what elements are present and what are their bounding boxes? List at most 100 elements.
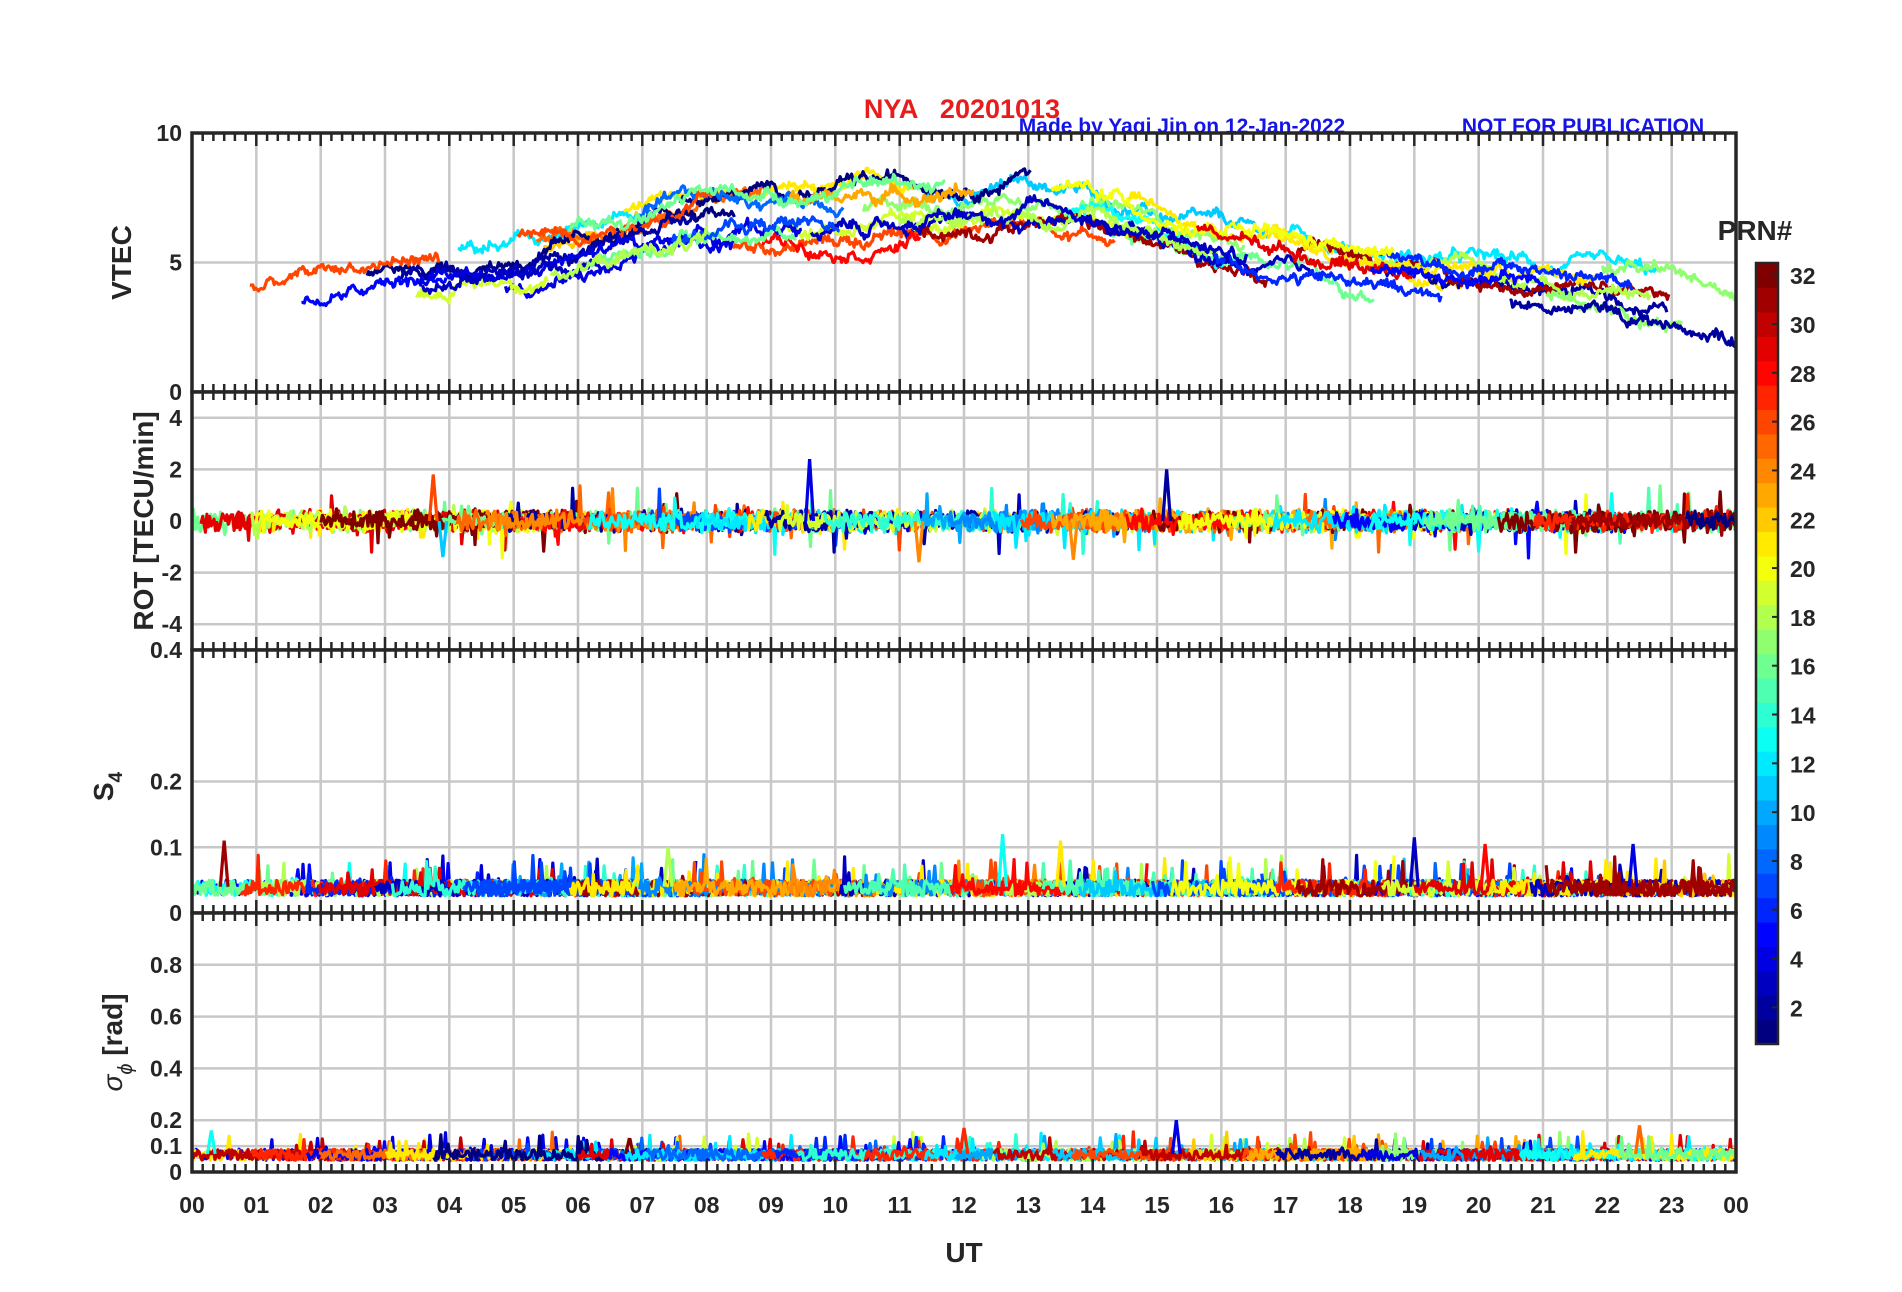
- series-line: [1582, 865, 1736, 898]
- series-line: [301, 274, 448, 308]
- y-tick-label: 0.6: [150, 1004, 182, 1030]
- x-tick-label: 00: [179, 1192, 205, 1218]
- x-tick-label: 21: [1530, 1192, 1556, 1218]
- series-line: [549, 226, 708, 281]
- colorbar-swatch: [1756, 897, 1778, 923]
- series-line: [1379, 248, 1634, 291]
- y-tick-label: 0.2: [150, 1107, 182, 1133]
- spike-mark: [437, 520, 449, 558]
- x-tick-label: 00: [1723, 1192, 1749, 1218]
- colorbar-tick-label: 14: [1790, 703, 1816, 729]
- colorbar-tick-label: 8: [1790, 849, 1803, 875]
- colorbar-swatch: [1756, 531, 1778, 557]
- y-axis-label: σϕ [rad]: [97, 993, 137, 1091]
- colorbar-swatch: [1756, 287, 1778, 313]
- y-tick-label: 0.1: [150, 1133, 182, 1159]
- x-tick-label: 06: [565, 1192, 591, 1218]
- x-tick-label: 20: [1466, 1192, 1492, 1218]
- series-line: [249, 251, 441, 293]
- x-tick-label: 23: [1659, 1192, 1685, 1218]
- x-tick-label: 19: [1402, 1192, 1428, 1218]
- x-tick-label: 22: [1595, 1192, 1621, 1218]
- colorbar-tick-label: 32: [1790, 263, 1816, 289]
- y-tick-label: 2: [169, 456, 182, 482]
- colorbar-swatch: [1756, 702, 1778, 728]
- y-tick-label: 0: [169, 379, 182, 405]
- colorbar-tick-label: 4: [1790, 947, 1803, 973]
- traces-vtec: [249, 166, 1736, 349]
- series-line: [414, 275, 549, 305]
- colorbar-swatch: [1756, 1019, 1778, 1045]
- colorbar-tick-label: 16: [1790, 654, 1816, 680]
- colorbar-swatch: [1756, 555, 1778, 581]
- series-line: [399, 212, 697, 285]
- colorbar-swatch: [1756, 921, 1778, 947]
- spike-mark: [1627, 843, 1639, 887]
- x-tick-label: 16: [1209, 1192, 1235, 1218]
- colorbar-tick-label: 10: [1790, 800, 1816, 826]
- x-tick-label: 14: [1080, 1192, 1106, 1218]
- spike-mark: [1161, 469, 1173, 522]
- panel-vtec: 0 5 10 VTEC: [106, 120, 1738, 405]
- colorbar-swatch: [1756, 263, 1778, 289]
- y-tick-label: 0: [169, 1159, 182, 1185]
- y-tick-label: 4: [169, 405, 182, 431]
- colorbar-swatch: [1756, 385, 1778, 411]
- y-axis-label: VTEC: [106, 225, 137, 300]
- colorbar-swatch: [1756, 336, 1778, 362]
- y-axis-label: S4: [88, 771, 127, 801]
- y-tick-label: 5: [169, 250, 182, 276]
- x-tick-label: 08: [694, 1192, 720, 1218]
- colorbar-swatch: [1756, 751, 1778, 777]
- x-tick-label: 17: [1273, 1192, 1299, 1218]
- series-line: [1369, 263, 1545, 290]
- colorbar-tick-label: 28: [1790, 361, 1816, 387]
- y-tick-label: -4: [162, 611, 183, 637]
- panel-s4: 0 0.1 0.2 0.4 S4: [88, 637, 1738, 926]
- colorbar-swatch: [1756, 482, 1778, 508]
- colorbar-tick-label: 26: [1790, 410, 1816, 436]
- series-line: [567, 172, 946, 233]
- x-tick-label: 02: [308, 1192, 334, 1218]
- x-tick-label: 05: [501, 1192, 527, 1218]
- x-tick-label: 01: [244, 1192, 270, 1218]
- series-line: [1545, 290, 1684, 334]
- colorbar-swatch: [1756, 873, 1778, 899]
- colorbar-swatch: [1756, 946, 1778, 972]
- series-line: [1509, 298, 1736, 349]
- spike-mark: [427, 474, 439, 522]
- y-tick-label: 0: [169, 508, 182, 534]
- colorbar-swatch: [1756, 458, 1778, 484]
- x-tick-label: 10: [823, 1192, 849, 1218]
- panel-frame: [190, 911, 1738, 1174]
- x-tick-label: 03: [372, 1192, 398, 1218]
- colorbar-label: PRN#: [1718, 215, 1793, 246]
- colorbar-frame: [1754, 261, 1780, 1046]
- y-tick-label: 0.4: [150, 637, 182, 663]
- colorbar-swatch: [1756, 580, 1778, 606]
- series-line: [900, 194, 1249, 265]
- colorbar-swatch: [1756, 311, 1778, 337]
- series-line: [1618, 1135, 1736, 1162]
- spike-mark: [958, 1127, 970, 1155]
- colorbar-swatch: [1756, 629, 1778, 655]
- colorbar-swatch: [1756, 677, 1778, 703]
- panel-rot: -4 -2 0 2 4 ROT [TECU/min]: [128, 390, 1738, 652]
- colorbar-tick-label: 30: [1790, 312, 1816, 338]
- series-line: [516, 188, 715, 248]
- series-line: [897, 204, 1219, 257]
- series-line: [254, 500, 539, 560]
- x-tick-label: 11: [888, 1192, 913, 1218]
- x-tick-label: 13: [1016, 1192, 1042, 1218]
- colorbar-tick-label: 6: [1790, 898, 1803, 924]
- y-tick-label: 0.1: [150, 834, 182, 860]
- y-tick-label: 10: [156, 120, 182, 146]
- y-tick-label: 0: [169, 900, 182, 926]
- colorbar-swatch: [1756, 824, 1778, 850]
- colorbar-swatch: [1756, 507, 1778, 533]
- chart-title: NYA 20201013: [864, 94, 1060, 124]
- spike-mark: [218, 840, 230, 887]
- y-tick-label: 0.2: [150, 769, 182, 795]
